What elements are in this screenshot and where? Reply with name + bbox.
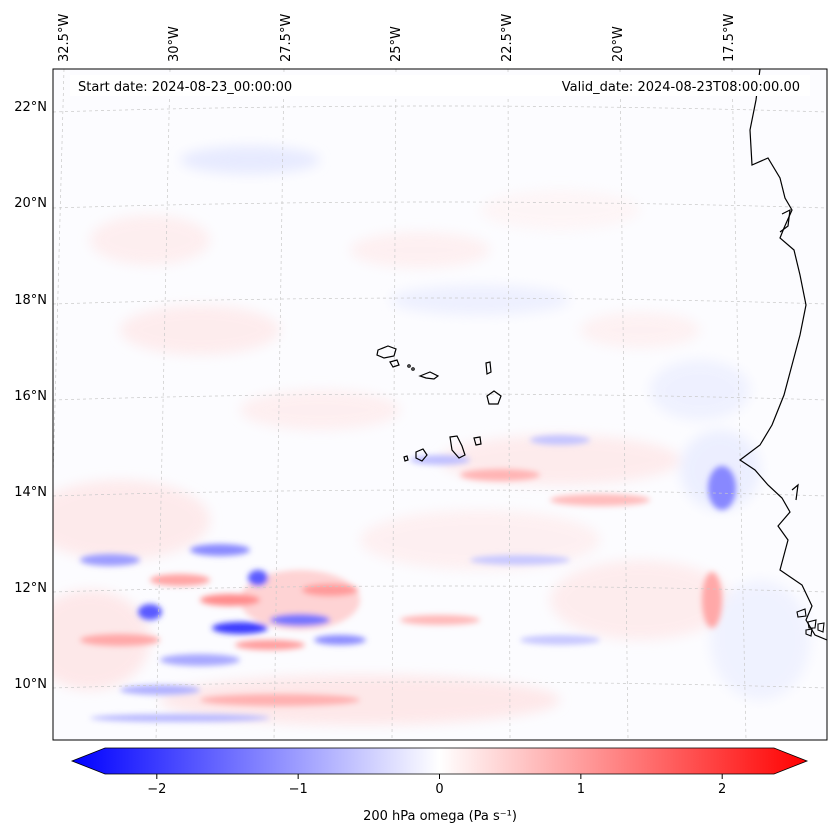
africa-coastline — [738, 69, 827, 641]
island-sal — [485, 361, 492, 375]
island-maio — [473, 436, 482, 446]
omega-field-broad — [53, 146, 810, 725]
island-fogo — [415, 448, 428, 462]
bissagos-islands — [796, 608, 825, 637]
island-sao-vicente — [389, 359, 400, 368]
longitude-labels: 32.5°W 30°W 27.5°W 25°W 22.5°W 20°W 17.5… — [57, 14, 737, 62]
lat-label: 18°N — [14, 293, 47, 308]
lon-label: 30°W — [167, 26, 182, 62]
island-sao-nicolau — [418, 371, 440, 380]
lon-label: 32.5°W — [57, 14, 72, 62]
map-frame — [52, 68, 828, 741]
colorbar-tick-label: 0 — [435, 782, 443, 797]
colorbar: −2 −1 0 1 2 200 hPa omega (Pa s⁻¹) — [70, 747, 809, 824]
lon-label: 25°W — [389, 26, 404, 62]
lon-label: 20°W — [611, 26, 626, 62]
colorbar-tick-label: 1 — [577, 782, 585, 797]
lat-label: 12°N — [14, 581, 47, 596]
coastlines — [738, 69, 827, 641]
island-brava — [403, 455, 409, 462]
colorbar-label: 200 hPa omega (Pa s⁻¹) — [363, 809, 517, 824]
latitude-labels: 22°N 20°N 18°N 16°N 14°N 12°N 10°N — [14, 100, 47, 692]
lat-label: 14°N — [14, 485, 47, 500]
lon-label: 27.5°W — [279, 14, 294, 62]
graticule — [53, 69, 827, 740]
colorbar-body — [70, 747, 809, 775]
omega-field-detail — [80, 435, 736, 722]
valid-date-label: Valid_date: 2024-08-23T08:00:00.00 — [562, 80, 800, 95]
lat-label: 16°N — [14, 389, 47, 404]
lat-label: 20°N — [14, 196, 47, 211]
lat-label: 10°N — [14, 677, 47, 692]
start-date-label: Start date: 2024-08-23_00:00:00 — [78, 80, 292, 95]
map-panel: Start date: 2024-08-23_00:00:00 Valid_da… — [53, 69, 827, 740]
colorbar-tick-label: 2 — [718, 782, 726, 797]
colorbar-tick-label: −2 — [147, 782, 166, 797]
date-banner — [70, 75, 810, 96]
colorbar-tick-label: −1 — [289, 782, 308, 797]
lat-label: 22°N — [14, 100, 47, 115]
island-boa-vista — [486, 390, 502, 405]
lon-label: 17.5°W — [722, 14, 737, 62]
lon-label: 22.5°W — [500, 14, 515, 62]
island-santo-antao — [376, 345, 397, 359]
colorbar-ticks: −2 −1 0 1 2 — [147, 774, 726, 797]
cape-verde-islands — [376, 345, 502, 462]
island-santiago — [449, 435, 466, 459]
